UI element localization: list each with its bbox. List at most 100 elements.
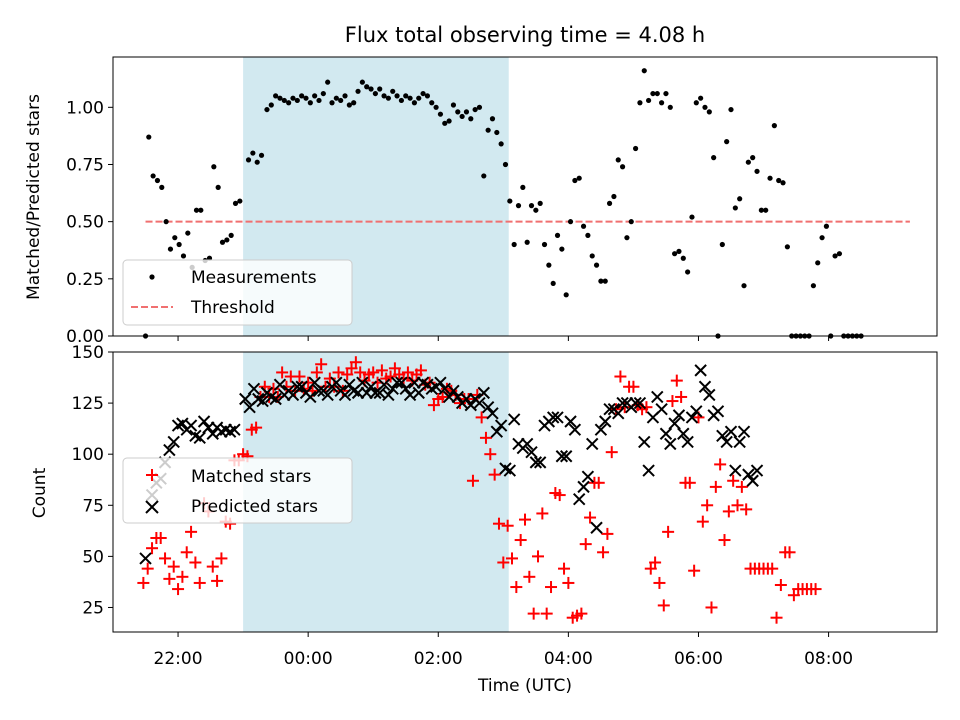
measurement-point: [520, 184, 526, 190]
measurement-point: [232, 200, 239, 206]
measurement-point: [167, 246, 174, 252]
measurement-point: [593, 262, 600, 268]
legend-matched-marker: [146, 469, 158, 481]
matched-star-point: [341, 368, 354, 381]
matched-star-point: [414, 364, 427, 377]
predicted-star-point: [256, 394, 269, 408]
predicted-star-point: [724, 425, 738, 438]
measurement-point: [312, 93, 318, 99]
predicted-star-point: [304, 390, 317, 404]
matched-star-point: [649, 556, 662, 569]
matched-star-point: [206, 560, 219, 573]
y-tick-label: 0.25: [66, 270, 104, 290]
matched-star-point: [349, 356, 362, 369]
predicted-star-point: [139, 552, 152, 565]
matched-star-point: [276, 366, 289, 379]
predicted-star-point: [228, 423, 241, 436]
top-panel: 0.00 0.25 0.50 0.75 1.00 Matched/Predicted s…: [24, 56, 938, 347]
measurement-point: [316, 97, 322, 104]
matched-star-point: [519, 513, 531, 526]
measurement-point: [654, 90, 660, 97]
measurement-point: [585, 232, 591, 238]
measurement-point: [351, 100, 357, 106]
measurement-point: [650, 90, 656, 97]
matched-star-point: [323, 372, 336, 385]
matched-star-point: [167, 560, 180, 573]
matched-star-point: [302, 376, 315, 389]
matched-star-point: [584, 511, 597, 524]
matched-star-point: [545, 581, 558, 594]
predicted-star-point: [330, 376, 343, 389]
measurement-point: [329, 100, 335, 106]
predicted-star-point: [481, 400, 495, 414]
matched-star-point: [176, 570, 189, 583]
measurement-point: [680, 255, 686, 261]
measurement-point: [258, 152, 265, 158]
measurement-point: [472, 106, 478, 113]
measurement-point: [498, 141, 504, 147]
measurement-point: [719, 241, 725, 248]
measurement-point: [589, 253, 595, 259]
predicted-star-point: [668, 417, 681, 430]
measurement-point: [502, 161, 509, 168]
matched-star-point: [605, 446, 618, 459]
measurement-point: [724, 139, 730, 145]
predicted-star-point: [716, 429, 729, 443]
measurement-point: [455, 109, 461, 115]
matched-star-point: [783, 546, 796, 559]
matched-star-point: [250, 421, 263, 434]
matched-star-point: [532, 550, 545, 563]
predicted-star-point: [638, 435, 651, 449]
y-tick-label: 100: [72, 445, 104, 465]
measurement-point: [286, 100, 292, 106]
matched-star-point: [146, 542, 159, 555]
matched-star-point: [688, 564, 701, 577]
measurement-point: [450, 102, 457, 108]
measurement-point: [494, 129, 500, 136]
predicted-star-point: [193, 431, 206, 445]
measurement-point: [346, 102, 352, 108]
measurement-point: [224, 237, 230, 243]
matched-star-point: [536, 507, 549, 520]
legend-measurements-label: Measurements: [191, 268, 317, 288]
predicted-star-point: [321, 388, 334, 402]
measurement-point: [250, 150, 256, 156]
measurement-point: [745, 159, 751, 165]
measurement-point: [398, 97, 404, 104]
predicted-star-point: [612, 407, 625, 420]
measurement-point: [368, 86, 374, 92]
matched-star-point: [770, 611, 783, 624]
matched-star-point: [328, 380, 341, 393]
matched-star-point: [722, 505, 735, 518]
x-tick-label: 00:00: [284, 649, 333, 669]
matched-star-point: [492, 517, 505, 530]
measurement-point: [693, 100, 699, 106]
matched-star-point: [644, 562, 657, 575]
measurement-point: [338, 97, 344, 104]
matched-star-point: [618, 401, 631, 414]
predicted-star-point: [377, 378, 391, 391]
measurement-point: [515, 203, 522, 209]
matched-star-point: [701, 499, 714, 512]
matched-star-point: [575, 607, 588, 620]
measurement-point: [667, 104, 673, 110]
measurement-point: [489, 116, 496, 122]
predicted-star-point: [603, 403, 616, 416]
predicted-star-point: [390, 376, 404, 389]
predicted-star-point: [633, 396, 647, 410]
matched-star-point: [614, 370, 627, 383]
measurement-point: [559, 246, 565, 252]
matched-star-point: [332, 366, 345, 379]
measurement-point: [468, 116, 474, 122]
y-tick-label: 0.75: [66, 155, 104, 175]
predicted-star-point: [681, 435, 694, 449]
measurement-point: [663, 90, 669, 97]
measurement-point: [524, 239, 530, 245]
measurement-point: [154, 177, 161, 184]
measurement-point: [193, 207, 200, 213]
predicted-star-point: [382, 388, 395, 402]
matched-star-point: [514, 534, 527, 547]
matched-star-point: [336, 384, 349, 397]
measurement-point: [228, 232, 234, 238]
predicted-star-point: [197, 415, 211, 428]
